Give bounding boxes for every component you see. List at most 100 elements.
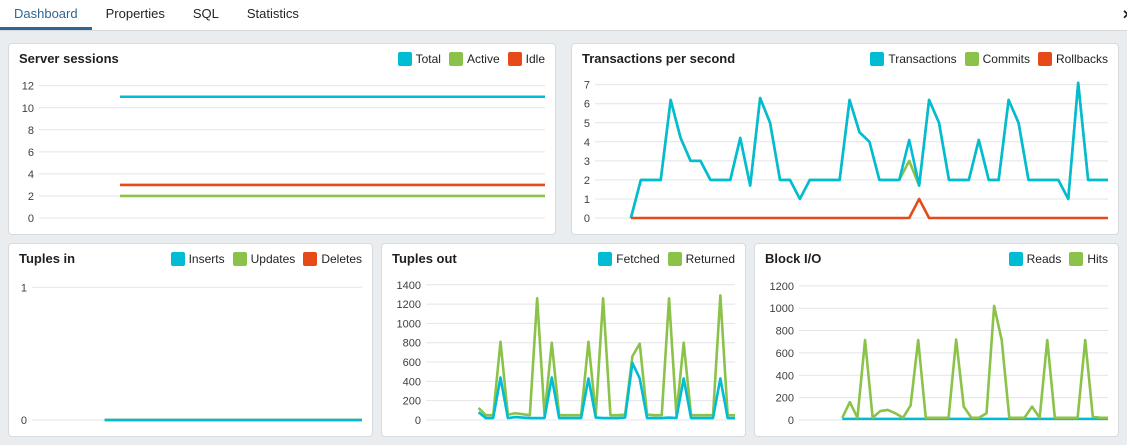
tab-properties[interactable]: Properties: [105, 6, 165, 21]
svg-text:1200: 1200: [770, 281, 794, 293]
svg-text:0: 0: [415, 415, 421, 427]
svg-text:3: 3: [584, 156, 590, 168]
panel-server-sessions: Server sessions Total Active Idle: [8, 43, 556, 235]
tuples-out-chart: 0 200 400 600 800 1000 1200 1400: [382, 269, 745, 436]
legend-swatch-reads: [1008, 251, 1023, 266]
svg-text:1: 1: [584, 194, 590, 206]
tab-statistics[interactable]: Statistics: [246, 6, 299, 21]
legend: Transactions Commits Rollbacks: [870, 51, 1108, 66]
svg-text:1: 1: [21, 282, 27, 294]
svg-text:600: 600: [776, 348, 794, 360]
legend-swatch-total: [397, 51, 412, 66]
svg-text:200: 200: [403, 396, 421, 408]
legend: Fetched Returned: [598, 251, 735, 266]
svg-text:1400: 1400: [397, 280, 421, 292]
legend-swatch-idle: [507, 51, 522, 66]
legend-label: Deletes: [321, 251, 362, 266]
legend-label: Total: [415, 51, 441, 66]
legend-item-rollbacks: Rollbacks: [1037, 51, 1108, 66]
tab-sql[interactable]: SQL: [192, 6, 219, 21]
legend: Reads Hits: [1008, 251, 1108, 266]
svg-text:600: 600: [403, 357, 421, 369]
legend-label: Commits: [982, 51, 1030, 66]
tab-bar: Dashboard Properties SQL Statistics ✕: [0, 0, 1127, 31]
panel-header: Transactions per second Transactions Com…: [572, 44, 1118, 69]
panel-tuples-out: Tuples out Fetched Returned 0 200 400 600 80…: [381, 243, 746, 437]
svg-text:0: 0: [21, 415, 27, 427]
panel-transactions-per-second: Transactions per second Transactions Com…: [571, 43, 1119, 235]
block-io-chart: 0 200 400 600 800 1000 1200: [755, 269, 1118, 436]
server-sessions-chart: 0 2 4 6 8 10 12: [9, 69, 555, 234]
svg-text:0: 0: [788, 415, 794, 427]
svg-text:5: 5: [584, 118, 590, 130]
svg-text:6: 6: [584, 99, 590, 111]
svg-text:10: 10: [22, 103, 34, 115]
legend-swatch-inserts: [170, 251, 185, 266]
svg-text:0: 0: [28, 213, 34, 225]
legend: Inserts Updates Deletes: [170, 251, 362, 266]
legend: Total Active Idle: [397, 51, 545, 66]
panel-header: Tuples in Inserts Updates Deletes: [9, 244, 372, 269]
panel-title: Block I/O: [765, 251, 822, 266]
svg-text:2: 2: [584, 175, 590, 187]
legend-swatch-transactions: [870, 51, 885, 66]
legend-swatch-fetched: [598, 251, 613, 266]
legend-label: Transactions: [888, 51, 957, 66]
panel-title: Transactions per second: [582, 51, 736, 66]
legend-label: Reads: [1026, 251, 1062, 266]
legend-item-updates: Updates: [232, 251, 296, 266]
panel-header: Tuples out Fetched Returned: [382, 244, 745, 269]
panel-header: Server sessions Total Active Idle: [9, 44, 555, 69]
legend-label: Returned: [685, 251, 735, 266]
legend-label: Hits: [1087, 251, 1108, 266]
tab-dashboard[interactable]: Dashboard: [0, 0, 92, 30]
svg-text:7: 7: [584, 80, 590, 92]
panel-title: Tuples out: [392, 251, 457, 266]
svg-text:1000: 1000: [770, 303, 794, 315]
transactions-per-second-chart: 0 1 2 3 4 5 6 7: [572, 69, 1118, 234]
legend-swatch-active: [448, 51, 463, 66]
svg-text:12: 12: [22, 81, 34, 93]
svg-text:800: 800: [403, 338, 421, 350]
charts-row-1: Server sessions Total Active Idle: [8, 43, 1119, 235]
legend-label: Updates: [250, 251, 296, 266]
legend-swatch-updates: [232, 251, 247, 266]
legend-swatch-commits: [964, 51, 979, 66]
close-icon[interactable]: ✕: [1122, 0, 1127, 30]
legend-item-fetched: Fetched: [598, 251, 660, 266]
legend-label: Rollbacks: [1055, 51, 1108, 66]
svg-text:4: 4: [28, 169, 34, 181]
legend-item-transactions: Transactions: [870, 51, 957, 66]
legend-item-reads: Reads: [1008, 251, 1062, 266]
panel-title: Tuples in: [19, 251, 76, 266]
charts-row-2: Tuples in Inserts Updates Deletes: [8, 243, 1119, 437]
svg-text:0: 0: [584, 213, 590, 225]
panel-header: Block I/O Reads Hits: [755, 244, 1118, 269]
legend-item-hits: Hits: [1069, 251, 1108, 266]
legend-swatch-hits: [1069, 251, 1084, 266]
svg-text:1200: 1200: [397, 299, 421, 311]
legend-swatch-rollbacks: [1037, 51, 1052, 66]
svg-text:4: 4: [584, 137, 590, 149]
svg-text:2: 2: [28, 191, 34, 203]
legend-swatch-returned: [667, 251, 682, 266]
legend-item-idle: Idle: [507, 51, 545, 66]
legend-label: Idle: [525, 51, 545, 66]
legend-item-inserts: Inserts: [170, 251, 225, 266]
legend-swatch-deletes: [303, 251, 318, 266]
svg-text:400: 400: [403, 376, 421, 388]
dashboard-content: Server sessions Total Active Idle: [0, 31, 1127, 445]
legend-item-deletes: Deletes: [303, 251, 362, 266]
panel-title: Server sessions: [19, 51, 119, 66]
legend-item-commits: Commits: [964, 51, 1030, 66]
legend-item-total: Total: [397, 51, 441, 66]
svg-text:6: 6: [28, 147, 34, 159]
svg-text:1000: 1000: [397, 318, 421, 330]
panel-block-io: Block I/O Reads Hits 0 200 400 600 800 1000 12…: [754, 243, 1119, 437]
legend-label: Active: [466, 51, 500, 66]
svg-text:8: 8: [28, 125, 34, 137]
svg-text:200: 200: [776, 393, 794, 405]
legend-item-active: Active: [448, 51, 500, 66]
legend-item-returned: Returned: [667, 251, 735, 266]
